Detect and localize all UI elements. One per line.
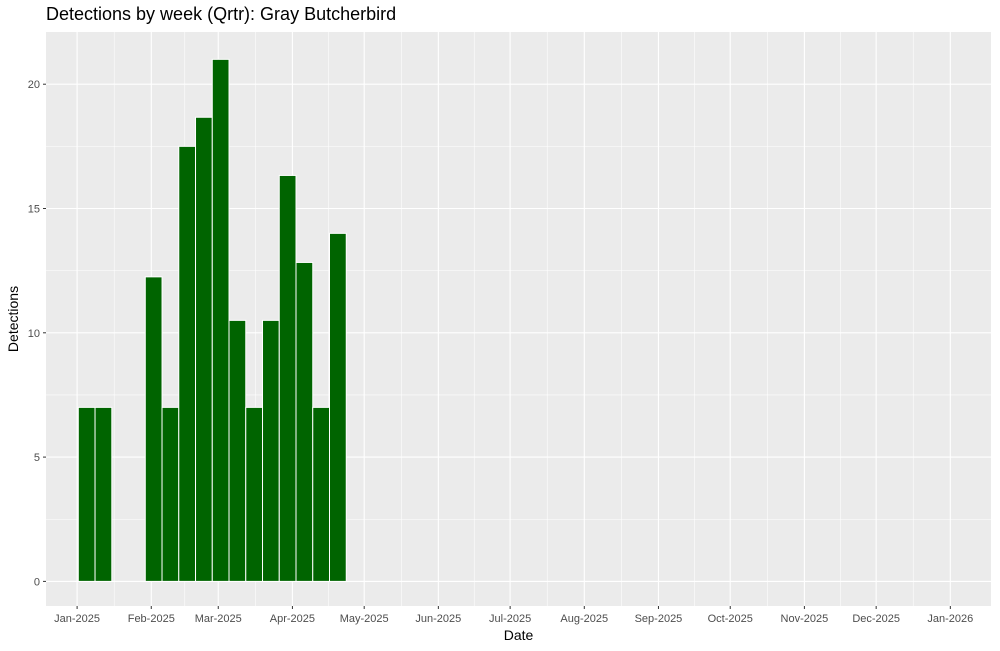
minor-x-gridlines <box>113 32 914 606</box>
bar <box>295 261 314 582</box>
y-tick-label: 15 <box>28 204 40 216</box>
bar <box>245 406 264 582</box>
bar <box>178 145 197 582</box>
x-tick-label: Nov-2025 <box>781 613 829 625</box>
x-tick-label: Dec-2025 <box>852 613 900 625</box>
x-tick-label: Feb-2025 <box>128 613 175 625</box>
bar <box>94 406 113 582</box>
x-tick-label: May-2025 <box>340 613 389 625</box>
x-tick-label: Aug-2025 <box>560 613 608 625</box>
x-tick-label: Jan-2025 <box>54 613 100 625</box>
bars <box>77 58 347 582</box>
bar <box>312 406 331 582</box>
x-tick-label: Jan-2026 <box>927 613 973 625</box>
x-tick-label: Oct-2025 <box>708 613 753 625</box>
x-tick-label: Sep-2025 <box>635 613 683 625</box>
bar <box>228 319 247 582</box>
bar <box>195 116 213 582</box>
y-tick-label: 10 <box>28 328 40 340</box>
x-tick-label: Apr-2025 <box>270 613 315 625</box>
bar <box>278 174 297 582</box>
bar <box>329 232 347 582</box>
y-tick-label: 0 <box>34 576 40 588</box>
y-axis: 0 5 10 15 20 <box>28 79 46 588</box>
bar <box>144 276 163 582</box>
bar <box>211 58 230 582</box>
chart-title: Detections by week (Qrtr): Gray Butcherb… <box>46 4 396 24</box>
x-axis: Jan-2025 Feb-2025 Mar-2025 Apr-2025 May-2025… <box>54 606 973 625</box>
x-axis-title: Date <box>504 627 534 643</box>
x-tick-label: Jul-2025 <box>489 613 531 625</box>
bar <box>161 406 180 582</box>
bar <box>77 406 96 582</box>
x-tick-label: Mar-2025 <box>195 613 242 625</box>
x-tick-label: Jun-2025 <box>415 613 461 625</box>
y-tick-label: 5 <box>34 452 40 464</box>
bar <box>262 319 280 582</box>
y-tick-label: 20 <box>28 79 40 91</box>
y-axis-title: Detections <box>5 286 21 352</box>
